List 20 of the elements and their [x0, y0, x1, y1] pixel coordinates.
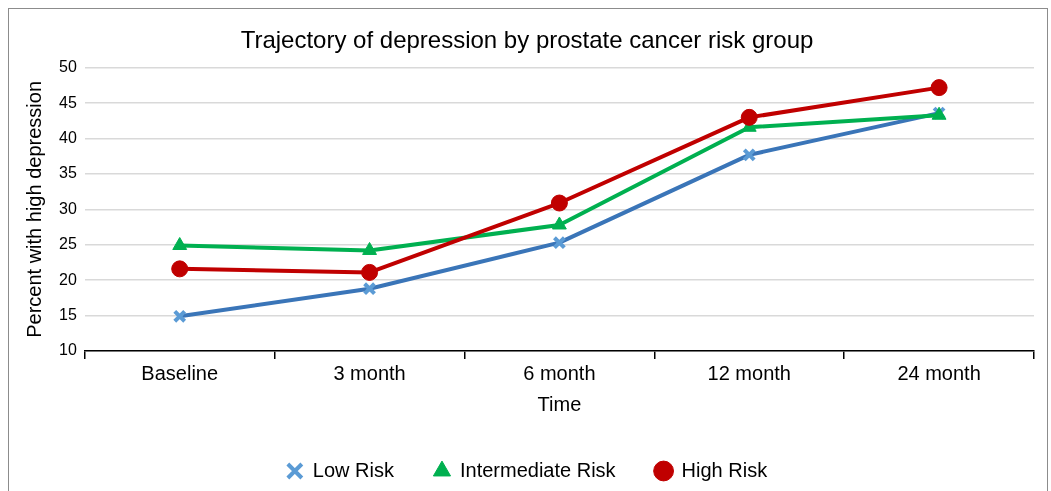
chart-title: Trajectory of depression by prostate cancer risk group: [240, 26, 814, 54]
x-tick-label: 12 month: [707, 361, 791, 384]
y-axis-title: Percent with high depression: [22, 80, 45, 338]
x-tick-label: 6 month: [523, 361, 596, 384]
x-tick-label: 3 month: [333, 361, 406, 384]
y-tick-label: 45: [59, 93, 77, 111]
y-tick-label: 10: [59, 341, 77, 359]
legend-label: Intermediate Risk: [459, 458, 617, 481]
y-tick-label: 35: [59, 164, 77, 182]
legend-label: High Risk: [681, 458, 769, 481]
x-tick-label: 24 month: [897, 361, 981, 384]
y-tick-label: 30: [59, 199, 77, 217]
x-axis-title: Time: [537, 392, 582, 415]
y-tick-label: 20: [59, 270, 77, 288]
y-tick-label: 40: [59, 129, 77, 147]
y-tick-label: 15: [59, 306, 77, 324]
legend-label: Low Risk: [312, 458, 395, 481]
x-tick-label: Baseline: [141, 361, 219, 384]
y-tick-label: 50: [59, 58, 77, 76]
y-tick-label: 25: [59, 235, 77, 253]
